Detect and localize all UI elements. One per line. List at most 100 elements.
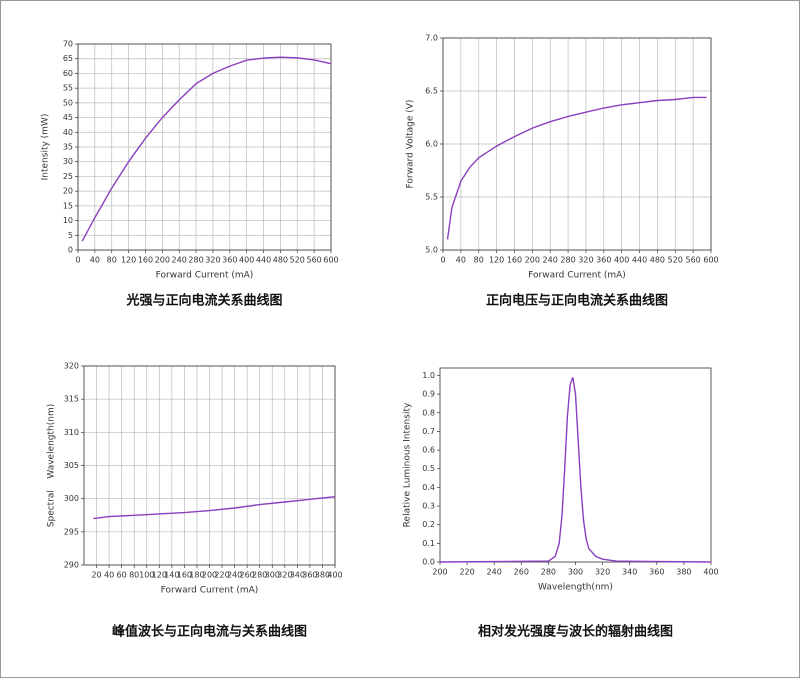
x-tick-label: 80: [107, 256, 117, 265]
x-axis-label: Forward Current (mA): [528, 271, 626, 281]
x-tick-label: 360: [302, 571, 317, 580]
y-tick-label: 0.5: [422, 464, 435, 473]
chart-caption: 相对发光强度与波长的辐射曲线图: [478, 624, 673, 640]
y-tick-label: 315: [64, 395, 79, 404]
chart-caption: 正向电压与正向电流关系曲线图: [486, 293, 668, 309]
x-tick-label: 280: [188, 256, 203, 265]
y-tick-label: 0.7: [422, 427, 435, 436]
y-tick-label: 15: [63, 201, 73, 210]
y-tick-label: 0.3: [422, 502, 435, 511]
x-tick-label: 380: [676, 568, 691, 577]
y-tick-label: 0.1: [422, 539, 435, 548]
y-axis-label: Relative Luminous Intensity: [403, 402, 413, 527]
y-tick-label: 5: [68, 231, 73, 240]
x-tick-label: 320: [277, 571, 292, 580]
x-tick-label: 0: [75, 256, 80, 265]
x-tick-label: 480: [273, 256, 288, 265]
y-tick-label: 0.0: [422, 558, 435, 567]
y-tick-label: 300: [64, 494, 79, 503]
y-tick-label: 0.8: [422, 408, 435, 417]
x-tick-label: 400: [614, 256, 629, 265]
y-tick-label: 320: [64, 362, 79, 371]
x-tick-label: 560: [685, 256, 700, 265]
y-tick-label: 7.0: [425, 34, 438, 43]
x-tick-label: 320: [595, 568, 610, 577]
y-tick-label: 50: [63, 98, 73, 107]
x-axis-label: Forward Current (mA): [156, 271, 254, 281]
plot-frame: [442, 37, 712, 251]
x-tick-label: 440: [256, 256, 271, 265]
x-tick-label: 320: [205, 256, 220, 265]
x-tick-label: 240: [543, 256, 558, 265]
x-tick-label: 400: [703, 568, 718, 577]
x-tick-label: 320: [578, 256, 593, 265]
y-tick-label: 30: [63, 157, 73, 166]
y-tick-label: 40: [63, 128, 73, 137]
x-tick-label: 20: [91, 571, 101, 580]
x-tick-label: 240: [227, 571, 242, 580]
x-tick-label: 340: [290, 571, 305, 580]
x-tick-label: 160: [507, 256, 522, 265]
y-tick-label: 295: [64, 527, 79, 536]
x-tick-label: 520: [290, 256, 305, 265]
y-tick-label: 0.2: [422, 520, 435, 529]
x-tick-label: 120: [121, 256, 136, 265]
y-tick-label: 310: [64, 428, 79, 437]
x-tick-label: 520: [668, 256, 683, 265]
x-tick-label: 140: [164, 571, 179, 580]
x-tick-label: 180: [189, 571, 204, 580]
y-tick-label: 65: [63, 54, 73, 63]
x-tick-label: 220: [459, 568, 474, 577]
x-tick-label: 380: [315, 571, 330, 580]
data-line: [439, 377, 712, 563]
x-tick-label: 600: [703, 256, 718, 265]
x-tick-label: 260: [514, 568, 529, 577]
x-tick-label: 60: [117, 571, 127, 580]
plot-frame: [439, 367, 712, 563]
x-tick-label: 40: [456, 256, 466, 265]
y-tick-label: 1.0: [422, 371, 435, 380]
x-tick-label: 560: [306, 256, 321, 265]
y-tick-label: 25: [63, 172, 73, 181]
x-tick-label: 160: [177, 571, 192, 580]
x-tick-label: 120: [152, 571, 167, 580]
y-axis-label: Forward Voltage (V): [406, 100, 416, 189]
x-tick-label: 160: [138, 256, 153, 265]
x-tick-label: 80: [129, 571, 139, 580]
x-tick-label: 0: [440, 256, 445, 265]
x-tick-label: 300: [265, 571, 280, 580]
x-tick-label: 120: [489, 256, 504, 265]
x-tick-label: 200: [155, 256, 170, 265]
y-tick-label: 0.6: [422, 446, 435, 455]
x-tick-label: 240: [172, 256, 187, 265]
y-tick-label: 70: [63, 40, 73, 49]
y-tick-label: 60: [63, 69, 73, 78]
y-tick-label: 35: [63, 143, 73, 152]
x-tick-label: 80: [474, 256, 484, 265]
y-axis-label: Spectral Wavelength(nm): [47, 404, 57, 527]
chart-caption: 光强与正向电流关系曲线图: [125, 293, 282, 309]
data-line: [81, 56, 332, 242]
x-tick-label: 400: [327, 571, 342, 580]
x-tick-label: 340: [622, 568, 637, 577]
x-tick-label: 200: [432, 568, 447, 577]
x-tick-label: 40: [90, 256, 100, 265]
y-tick-label: 45: [63, 113, 73, 122]
y-tick-label: 0: [68, 246, 73, 255]
data-line: [446, 96, 707, 240]
x-tick-label: 280: [560, 256, 575, 265]
y-tick-label: 305: [64, 461, 79, 470]
x-tick-label: 220: [214, 571, 229, 580]
x-tick-label: 440: [632, 256, 647, 265]
y-tick-label: 5.5: [425, 193, 438, 202]
x-axis-label: Wavelength(nm): [538, 583, 613, 593]
x-tick-label: 360: [596, 256, 611, 265]
y-tick-label: 55: [63, 84, 73, 93]
x-tick-label: 280: [541, 568, 556, 577]
y-axis-label: Intensity (mW): [41, 114, 51, 181]
y-tick-label: 20: [63, 187, 73, 196]
x-tick-label: 360: [222, 256, 237, 265]
data-line: [93, 496, 336, 520]
